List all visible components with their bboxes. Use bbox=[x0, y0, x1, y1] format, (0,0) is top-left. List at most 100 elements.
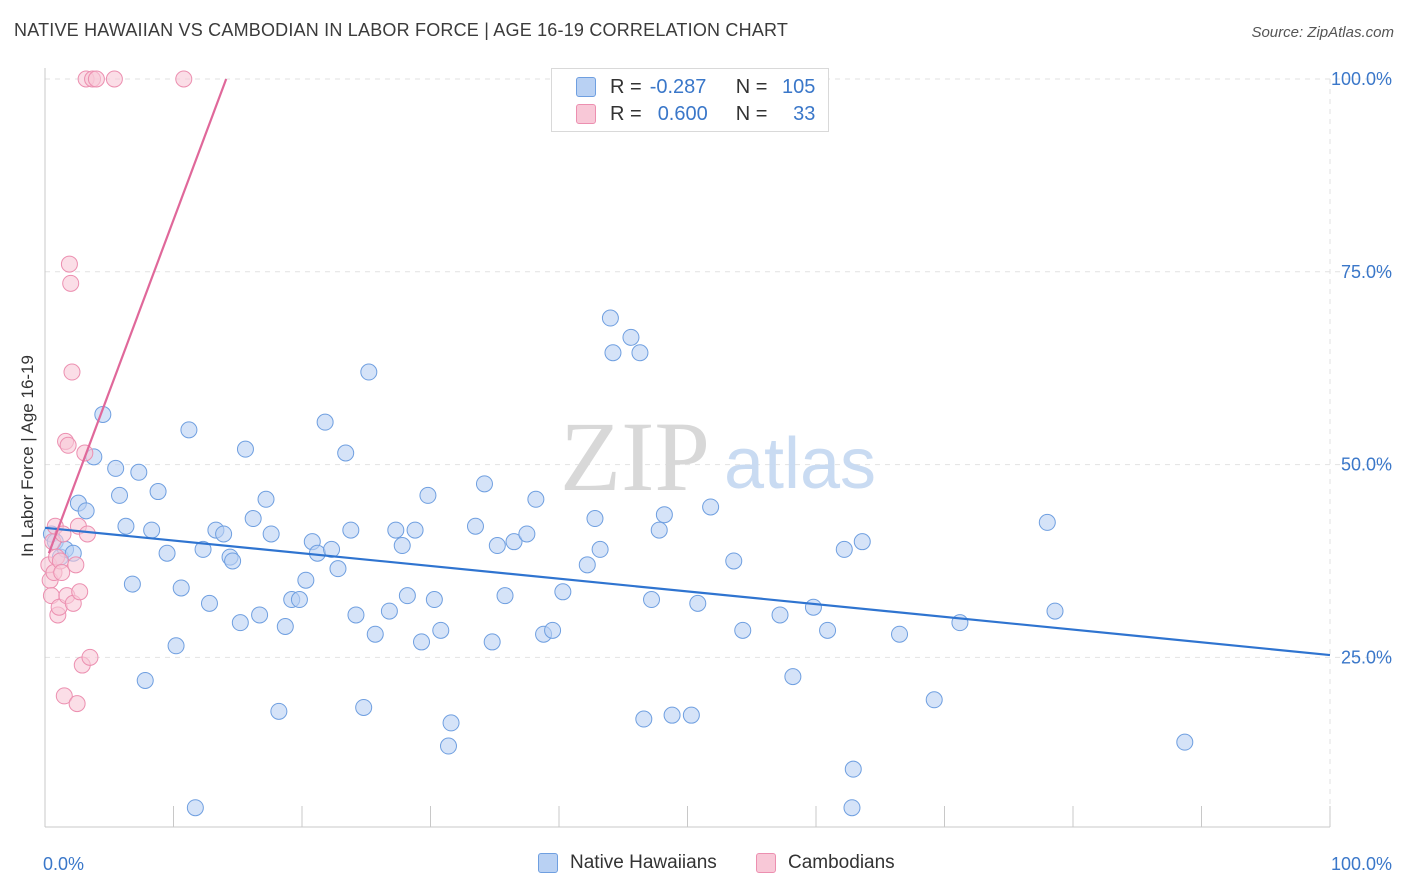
point-native-hawaiian bbox=[398, 587, 416, 605]
point-native-hawaiian bbox=[111, 486, 129, 504]
legend-r-label: R = bbox=[610, 75, 642, 98]
legend-r-label: R = bbox=[610, 102, 642, 125]
point-native-hawaiian bbox=[432, 621, 450, 639]
point-native-hawaiian bbox=[425, 591, 443, 609]
point-native-hawaiian bbox=[180, 421, 198, 439]
tick-labels: 25.0% 50.0% 75.0% 100.0% 0.0% 100.0% bbox=[43, 69, 1392, 874]
point-cambodian bbox=[81, 648, 99, 666]
point-native-hawaiian bbox=[554, 583, 572, 601]
point-cambodian bbox=[59, 436, 77, 454]
trend-lines bbox=[44, 78, 1331, 657]
point-native-hawaiian bbox=[843, 799, 861, 817]
point-native-hawaiian bbox=[586, 510, 604, 528]
point-cambodian bbox=[68, 695, 86, 713]
point-native-hawaiian bbox=[297, 571, 315, 589]
legend-swatch-pink bbox=[576, 104, 596, 124]
point-native-hawaiian bbox=[544, 621, 562, 639]
point-native-hawaiian bbox=[578, 556, 596, 574]
y-tick-label: 100.0% bbox=[1331, 69, 1392, 89]
point-cambodian bbox=[53, 564, 71, 582]
point-native-hawaiian bbox=[323, 540, 341, 558]
series-legend-cambodians[interactable]: Cambodians bbox=[756, 852, 895, 874]
point-native-hawaiian bbox=[505, 533, 523, 551]
point-native-hawaiian bbox=[925, 691, 943, 709]
point-native-hawaiian bbox=[262, 525, 280, 543]
point-native-hawaiian bbox=[631, 344, 649, 362]
watermark: ZIP atlas bbox=[560, 401, 876, 512]
point-cambodian bbox=[175, 70, 193, 88]
point-native-hawaiian bbox=[601, 309, 619, 327]
point-native-hawaiian bbox=[215, 525, 233, 543]
point-native-hawaiian bbox=[853, 533, 871, 551]
point-native-hawaiian bbox=[1046, 602, 1064, 620]
point-native-hawaiian bbox=[224, 552, 242, 570]
point-native-hawaiian bbox=[475, 475, 493, 493]
point-native-hawaiian bbox=[1038, 513, 1056, 531]
point-native-hawaiian bbox=[635, 710, 653, 728]
point-native-hawaiian bbox=[149, 483, 167, 501]
point-native-hawaiian bbox=[257, 490, 275, 508]
point-native-hawaiian bbox=[663, 706, 681, 724]
point-native-hawaiian bbox=[136, 671, 154, 689]
point-native-hawaiian bbox=[236, 440, 254, 458]
point-native-hawaiian bbox=[380, 602, 398, 620]
point-native-hawaiian bbox=[488, 537, 506, 555]
point-native-hawaiian bbox=[518, 525, 536, 543]
point-native-hawaiian bbox=[231, 614, 249, 632]
point-cambodian bbox=[87, 70, 105, 88]
axes bbox=[44, 68, 1331, 828]
watermark-atlas: atlas bbox=[724, 424, 876, 504]
series-legend-swatch-blue bbox=[538, 853, 558, 873]
chart-title: NATIVE HAWAIIAN VS CAMBODIAN IN LABOR FO… bbox=[14, 20, 789, 40]
point-native-hawaiian bbox=[527, 490, 545, 508]
point-native-hawaiian bbox=[406, 521, 424, 539]
x-tick-label: 0.0% bbox=[43, 854, 84, 874]
point-native-hawaiian bbox=[702, 498, 720, 516]
point-native-hawaiian bbox=[413, 633, 431, 651]
point-native-hawaiian bbox=[689, 594, 707, 612]
point-native-hawaiian bbox=[387, 521, 405, 539]
watermark-zip: ZIP bbox=[560, 401, 710, 512]
point-native-hawaiian bbox=[496, 587, 514, 605]
point-native-hawaiian bbox=[844, 760, 862, 778]
point-native-hawaiian bbox=[172, 579, 190, 597]
series-legend-native-hawaiians[interactable]: Native Hawaiians bbox=[538, 852, 717, 874]
point-native-hawaiian bbox=[360, 363, 378, 381]
legend-r-value: 0.600 bbox=[657, 102, 708, 125]
series-legend: Native Hawaiians Cambodians bbox=[0, 852, 1406, 878]
trend-line-cambodians bbox=[47, 78, 228, 554]
point-native-hawaiian bbox=[167, 637, 185, 655]
point-native-hawaiian bbox=[143, 521, 161, 539]
point-native-hawaiian bbox=[682, 706, 700, 724]
point-native-hawaiian bbox=[439, 737, 457, 755]
legend-n-value: 105 bbox=[782, 75, 816, 98]
series-legend-label: Cambodians bbox=[788, 852, 895, 873]
point-native-hawaiian bbox=[819, 621, 837, 639]
y-tick-label: 75.0% bbox=[1341, 262, 1392, 282]
point-native-hawaiian bbox=[466, 517, 484, 535]
legend-r-value: -0.287 bbox=[649, 75, 707, 98]
legend-n-label: N = bbox=[735, 75, 768, 98]
point-native-hawaiian bbox=[342, 521, 360, 539]
point-cambodian bbox=[63, 363, 81, 381]
point-cambodian bbox=[78, 525, 96, 543]
point-native-hawaiian bbox=[771, 606, 789, 624]
point-native-hawaiian bbox=[337, 444, 355, 462]
series-legend-label: Native Hawaiians bbox=[570, 852, 717, 873]
point-native-hawaiian bbox=[784, 668, 802, 686]
point-native-hawaiian bbox=[591, 540, 609, 558]
point-native-hawaiian bbox=[622, 328, 640, 346]
point-native-hawaiian bbox=[655, 506, 673, 524]
point-native-hawaiian bbox=[123, 575, 141, 593]
point-native-hawaiian bbox=[329, 560, 347, 578]
trend-line-native-hawaiians bbox=[44, 526, 1331, 657]
point-native-hawaiian bbox=[483, 633, 501, 651]
point-native-hawaiian bbox=[643, 591, 661, 609]
point-native-hawaiian bbox=[604, 344, 622, 362]
x-tick-label: 100.0% bbox=[1331, 854, 1392, 874]
point-native-hawaiian bbox=[200, 594, 218, 612]
legend-n-value: 33 bbox=[793, 102, 816, 125]
point-cambodian bbox=[67, 556, 85, 574]
point-native-hawaiian bbox=[734, 621, 752, 639]
